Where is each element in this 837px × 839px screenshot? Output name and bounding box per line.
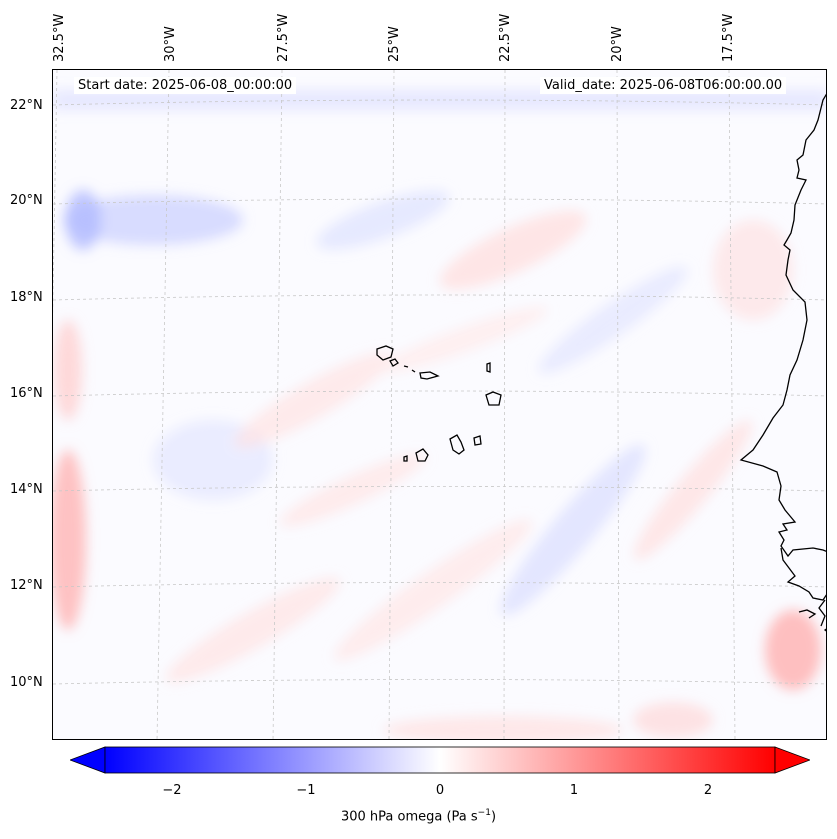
colorbar-tick-1: 1 <box>569 783 579 798</box>
lat-label-18n: 18°N <box>10 290 43 305</box>
lon-label-32-5w: 32.5°W <box>52 13 67 62</box>
start-date-label: Start date: 2025-06-08_00:00:00 <box>74 77 297 94</box>
colorbar-tick-0: 0 <box>435 783 445 798</box>
colorbar-tick-minus1: −1 <box>296 783 316 798</box>
lon-label-27-5w: 27.5°W <box>276 13 291 62</box>
lon-label-20w: 20°W <box>610 26 625 62</box>
omega-contours <box>53 90 826 739</box>
lon-label-30w: 30°W <box>163 26 178 62</box>
lon-label-25w: 25°W <box>387 26 402 62</box>
colorbar-max-extend <box>774 746 812 774</box>
map-panel[interactable] <box>52 69 827 740</box>
colorbar-tick-minus2: −2 <box>162 783 182 798</box>
omega-field-map <box>53 70 826 739</box>
colorbar-min-extend <box>68 746 106 774</box>
lat-label-22n: 22°N <box>10 98 43 113</box>
valid-date-label: Valid_date: 2025-06-08T06:00:00.00 <box>540 77 787 94</box>
colorbar <box>68 745 812 775</box>
colorbar-gradient <box>104 746 776 774</box>
colorbar-label: 300 hPa omega (Pa s−1) <box>340 808 497 825</box>
lon-label-17-5w: 17.5°W <box>721 13 736 62</box>
lon-label-22-5w: 22.5°W <box>498 13 513 62</box>
lat-label-20n: 20°N <box>10 193 43 208</box>
graticule <box>53 70 826 739</box>
lat-label-10n: 10°N <box>10 675 43 690</box>
lat-label-16n: 16°N <box>10 386 43 401</box>
lat-label-12n: 12°N <box>10 578 43 593</box>
cape-verde-islands <box>376 345 502 462</box>
lat-label-14n: 14°N <box>10 482 43 497</box>
africa-coastline <box>739 93 826 632</box>
colorbar-tick-2: 2 <box>703 783 713 798</box>
